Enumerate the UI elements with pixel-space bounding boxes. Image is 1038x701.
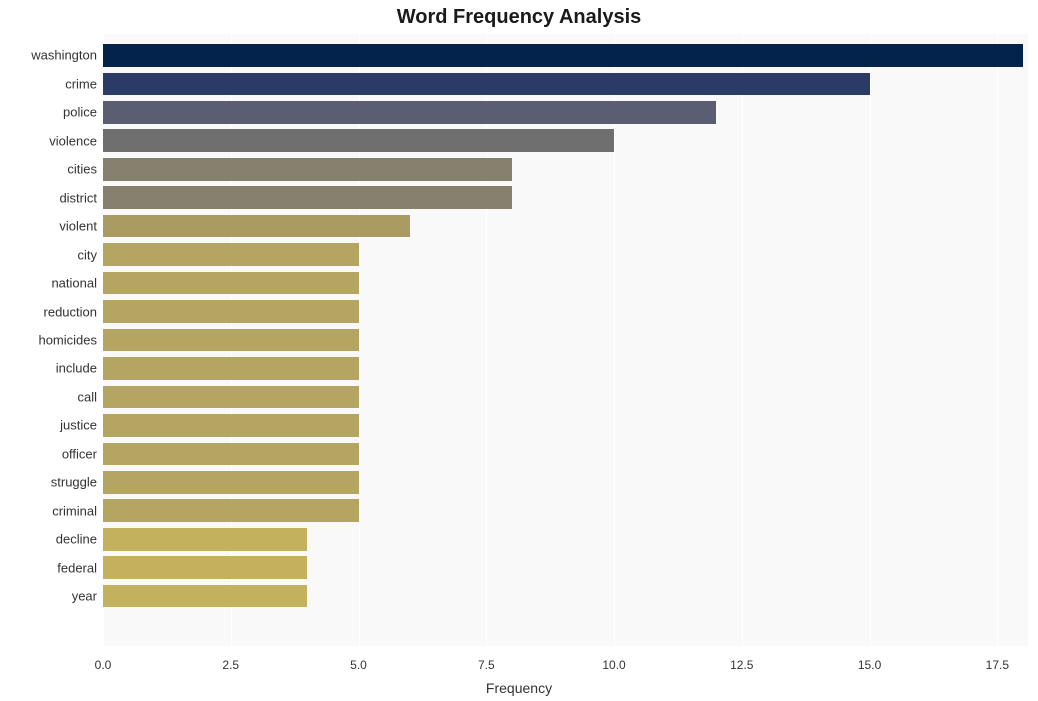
bar-row: [103, 329, 1028, 352]
x-tick-label: 5.0: [350, 658, 367, 672]
y-tick-label: include: [56, 361, 103, 376]
y-tick-label: officer: [62, 446, 103, 461]
x-tick-label: 10.0: [602, 658, 625, 672]
bar-row: [103, 243, 1028, 266]
bar: [103, 300, 359, 323]
y-tick-label: police: [63, 105, 103, 120]
chart-container: Word Frequency Analysis washingtoncrimep…: [0, 0, 1038, 701]
y-tick-label: struggle: [51, 475, 103, 490]
y-tick-label: city: [78, 247, 104, 262]
bar: [103, 158, 512, 181]
bar-row: [103, 186, 1028, 209]
y-tick-label: washington: [31, 48, 103, 63]
y-tick-label: decline: [56, 532, 103, 547]
x-tick-label: 17.5: [986, 658, 1009, 672]
bar: [103, 73, 870, 96]
y-tick-label: year: [72, 589, 103, 604]
bar: [103, 443, 359, 466]
x-tick-label: 2.5: [222, 658, 239, 672]
y-tick-label: criminal: [52, 503, 103, 518]
bar: [103, 471, 359, 494]
bar-row: [103, 443, 1028, 466]
y-tick-label: national: [51, 276, 103, 291]
bar-row: [103, 528, 1028, 551]
bar-row: [103, 215, 1028, 238]
y-tick-label: violence: [49, 133, 103, 148]
bar: [103, 499, 359, 522]
bar: [103, 272, 359, 295]
chart-title: Word Frequency Analysis: [0, 6, 1038, 29]
bar-row: [103, 73, 1028, 96]
bar-row: [103, 357, 1028, 380]
bar: [103, 528, 307, 551]
bar: [103, 243, 359, 266]
bar-row: [103, 499, 1028, 522]
bar: [103, 329, 359, 352]
plot-area: washingtoncrimepoliceviolencecitiesdistr…: [103, 34, 1028, 646]
bar-row: [103, 556, 1028, 579]
bar: [103, 186, 512, 209]
bar: [103, 357, 359, 380]
bar-row: [103, 272, 1028, 295]
y-tick-label: reduction: [44, 304, 103, 319]
y-tick-label: justice: [60, 418, 103, 433]
x-tick-label: 15.0: [858, 658, 881, 672]
bar-row: [103, 101, 1028, 124]
y-tick-label: crime: [65, 76, 103, 91]
y-tick-label: cities: [67, 162, 103, 177]
x-axis-label: Frequency: [0, 680, 1038, 696]
x-tick-label: 0.0: [95, 658, 112, 672]
bar-row: [103, 158, 1028, 181]
y-tick-label: federal: [57, 560, 103, 575]
bar: [103, 129, 614, 152]
y-tick-label: call: [77, 389, 103, 404]
bar-row: [103, 386, 1028, 409]
bar: [103, 585, 307, 608]
bar-row: [103, 300, 1028, 323]
x-tick-label: 7.5: [478, 658, 495, 672]
bar: [103, 386, 359, 409]
bar: [103, 44, 1023, 67]
y-tick-label: district: [59, 190, 103, 205]
bar: [103, 215, 410, 238]
bar-row: [103, 585, 1028, 608]
bar: [103, 101, 716, 124]
bar-row: [103, 414, 1028, 437]
bar: [103, 414, 359, 437]
bar-row: [103, 44, 1028, 67]
bar-row: [103, 129, 1028, 152]
x-tick-label: 12.5: [730, 658, 753, 672]
bar-row: [103, 471, 1028, 494]
bar: [103, 556, 307, 579]
y-tick-label: homicides: [38, 333, 103, 348]
y-tick-label: violent: [59, 219, 103, 234]
